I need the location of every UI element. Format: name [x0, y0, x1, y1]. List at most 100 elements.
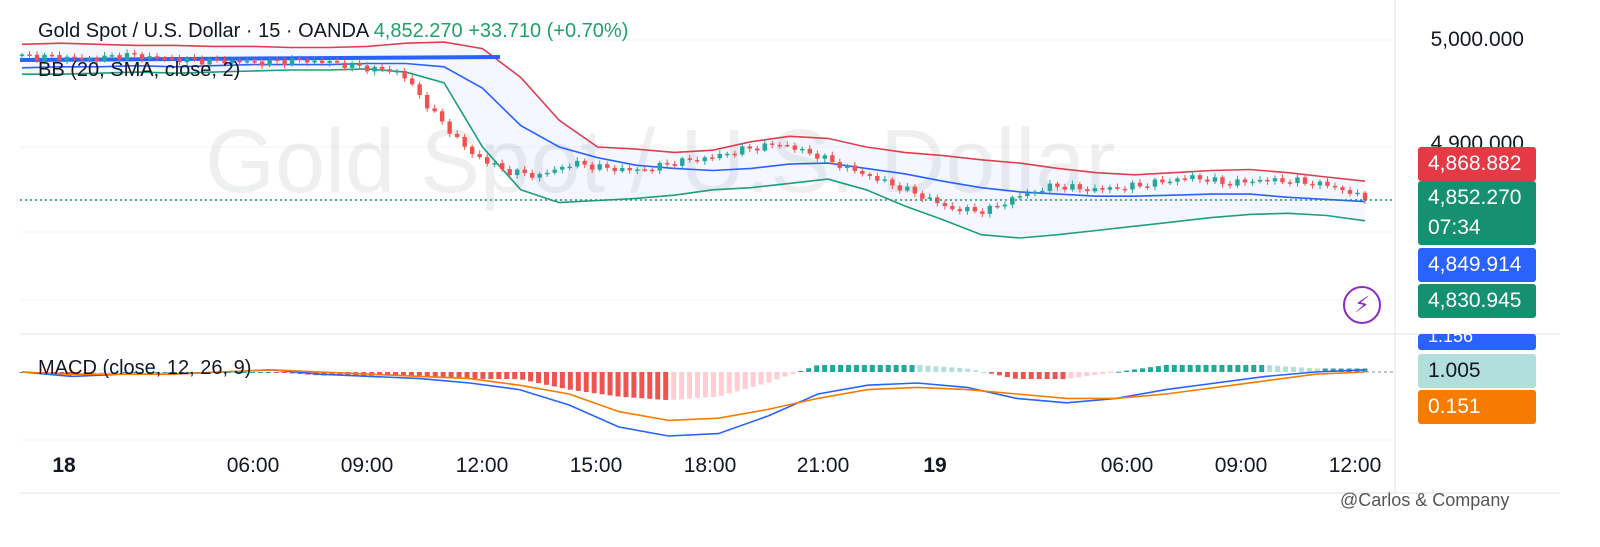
candle-body: [1235, 179, 1240, 186]
candle-body: [785, 145, 790, 147]
candle-body: [1227, 183, 1233, 186]
histogram-bar: [265, 372, 271, 373]
histogram-bar: [1283, 366, 1289, 372]
candle-body: [282, 60, 287, 65]
candle-body: [755, 148, 760, 151]
symbol-legend[interactable]: Gold Spot / U.S. Dollar · 15 · OANDA 4,8…: [38, 19, 628, 43]
candle-body: [484, 157, 490, 164]
histogram-bar: [488, 372, 494, 380]
histogram-bar: [1211, 364, 1217, 372]
histogram-bar: [1275, 365, 1281, 372]
histogram-bar: [1124, 370, 1130, 372]
histogram-bar: [424, 372, 430, 377]
histogram-bar: [965, 368, 971, 372]
candle-body: [1085, 189, 1090, 192]
candle-body: [319, 60, 325, 63]
histogram-bar: [758, 372, 764, 385]
histogram-bar: [893, 364, 899, 372]
histogram-bar: [106, 372, 112, 373]
histogram-bar: [591, 372, 597, 394]
candle-body: [192, 57, 197, 60]
candle-body: [732, 153, 737, 156]
histogram-bar: [400, 372, 406, 376]
histogram-bar: [234, 372, 240, 373]
candle-body: [1010, 197, 1015, 205]
candle-body: [499, 163, 505, 170]
histogram-bar: [1060, 372, 1066, 380]
candle-body: [109, 55, 115, 57]
candle-body: [237, 60, 242, 63]
histogram-bar: [1132, 369, 1138, 372]
histogram-bar: [901, 364, 907, 372]
histogram-bar: [806, 368, 812, 372]
candle-body: [514, 169, 520, 176]
candle-body: [1257, 179, 1263, 182]
histogram-bar: [83, 372, 89, 375]
candle-body: [259, 61, 265, 66]
candle-body: [650, 169, 655, 172]
histogram-bar: [925, 365, 931, 372]
candle-body: [327, 60, 332, 63]
candle-body: [184, 57, 190, 63]
candle-body: [267, 59, 272, 66]
candle-body: [1347, 190, 1353, 194]
histogram-bar: [543, 372, 549, 385]
histogram-bar: [1076, 372, 1082, 378]
time-label-0600: 06:00: [226, 454, 280, 477]
candle-body: [792, 145, 797, 150]
histogram-bar: [520, 372, 526, 380]
histogram-bar: [615, 372, 621, 397]
last-price: 4,852.270: [373, 20, 463, 42]
candle-body: [695, 160, 700, 162]
candle-body: [1310, 183, 1315, 186]
candle-body: [1265, 179, 1270, 182]
bollinger-legend[interactable]: BB (20, SMA, close, 2): [38, 59, 241, 81]
candle-body: [965, 207, 970, 212]
candle-body: [477, 154, 482, 158]
macd-legend[interactable]: MACD (close, 12, 26, 9): [38, 357, 252, 379]
histogram-bar: [1163, 364, 1169, 372]
histogram-bar: [941, 366, 947, 372]
time-label-1200: 12:00: [455, 454, 509, 477]
histogram-bar: [790, 372, 796, 374]
candle-body: [1317, 181, 1323, 186]
candle-body: [1032, 191, 1038, 194]
histogram-bar: [456, 372, 462, 379]
candle-body: [867, 174, 873, 177]
candle-body: [1280, 178, 1285, 183]
candle-body: [1205, 179, 1210, 182]
lightning-icon[interactable]: ⚡: [1343, 286, 1381, 324]
histogram-bar: [679, 372, 685, 400]
candle-body: [177, 58, 182, 63]
histogram-bar: [1028, 372, 1034, 380]
candle-body: [1100, 188, 1105, 190]
histogram-bar: [1147, 367, 1153, 372]
histogram-bar: [528, 372, 534, 382]
histogram-bar: [989, 372, 995, 374]
candle-body: [957, 209, 963, 212]
candle-body: [439, 111, 445, 122]
candle-body: [890, 179, 895, 186]
histogram-bar: [1044, 372, 1050, 380]
candle-body: [1167, 181, 1173, 184]
candle-body: [1242, 179, 1248, 183]
candle-body: [394, 71, 400, 73]
histogram-bar: [146, 372, 152, 373]
candle-body: [469, 146, 475, 155]
histogram-bar: [853, 364, 859, 372]
candle-body: [462, 136, 467, 147]
histogram-bar: [504, 372, 510, 380]
candle-body: [274, 59, 280, 61]
candle-body: [1160, 179, 1165, 183]
histogram-bar: [1203, 364, 1209, 372]
candle-body: [995, 205, 1000, 208]
histogram-bar: [440, 372, 446, 378]
histogram-bar: [782, 372, 788, 377]
histogram-bar: [226, 372, 232, 373]
candle-body: [199, 58, 205, 65]
candle-body: [1182, 178, 1188, 180]
candle-body: [154, 56, 160, 59]
histogram-bar: [1084, 372, 1090, 377]
candle-body: [312, 60, 317, 63]
